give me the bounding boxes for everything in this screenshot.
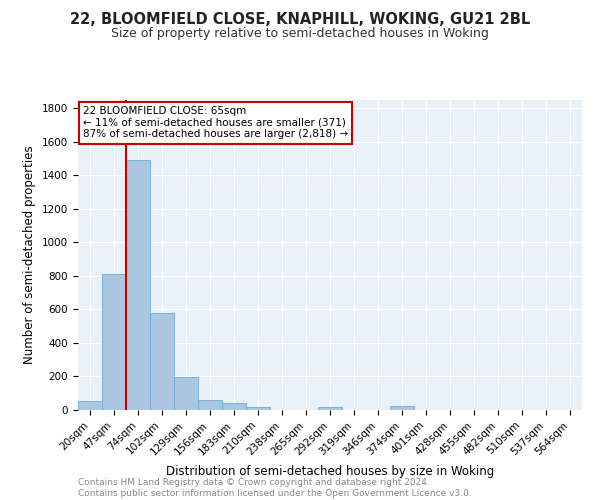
X-axis label: Distribution of semi-detached houses by size in Woking: Distribution of semi-detached houses by … — [166, 465, 494, 478]
Bar — [198, 400, 222, 410]
Text: Contains HM Land Registry data © Crown copyright and database right 2024.
Contai: Contains HM Land Registry data © Crown c… — [78, 478, 472, 498]
Bar — [126, 160, 150, 410]
Bar — [390, 406, 414, 410]
Bar — [150, 313, 174, 410]
Bar — [174, 378, 198, 410]
Bar — [246, 407, 270, 410]
Y-axis label: Number of semi-detached properties: Number of semi-detached properties — [23, 146, 37, 364]
Text: Size of property relative to semi-detached houses in Woking: Size of property relative to semi-detach… — [111, 28, 489, 40]
Bar — [78, 401, 102, 410]
Bar — [318, 408, 342, 410]
Bar — [222, 404, 246, 410]
Bar — [102, 274, 126, 410]
Text: 22 BLOOMFIELD CLOSE: 65sqm
← 11% of semi-detached houses are smaller (371)
87% o: 22 BLOOMFIELD CLOSE: 65sqm ← 11% of semi… — [83, 106, 348, 140]
Text: 22, BLOOMFIELD CLOSE, KNAPHILL, WOKING, GU21 2BL: 22, BLOOMFIELD CLOSE, KNAPHILL, WOKING, … — [70, 12, 530, 28]
